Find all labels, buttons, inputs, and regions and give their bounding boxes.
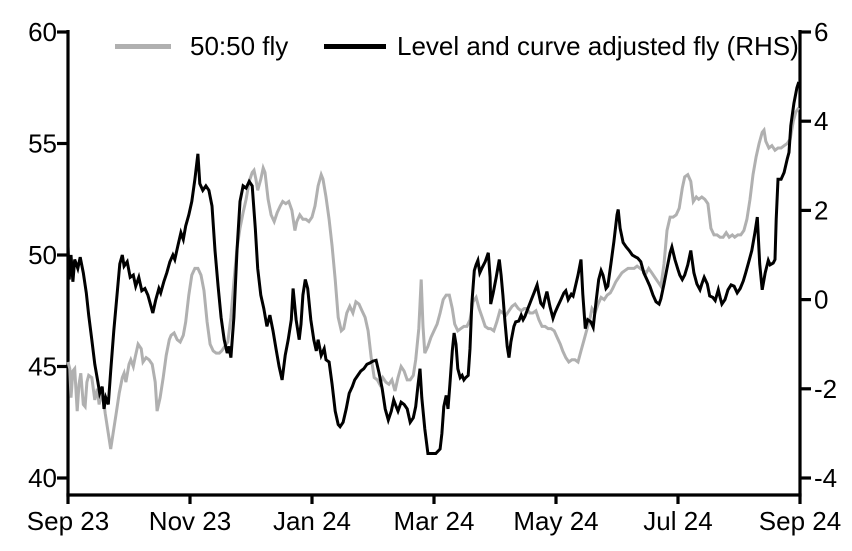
y-left-tick-label: 60 (28, 17, 57, 47)
legend-label-level-curve-fly: Level and curve adjusted fly (RHS) (397, 30, 799, 61)
x-tick-label: Jul 24 (643, 506, 712, 536)
x-tick-label: Mar 24 (394, 506, 475, 536)
series-line-5050-fly (66, 106, 801, 450)
legend-item-5050-fly: 50:50 fly (115, 31, 288, 61)
y-right-tick-label: 4 (814, 106, 828, 136)
y-left-tick-label: 55 (28, 129, 57, 159)
y-right-tick-label: -4 (814, 463, 837, 493)
y-right-tick-label: 6 (814, 17, 828, 47)
legend-label-5050-fly: 50:50 fly (190, 30, 289, 61)
y-left-tick-label: 50 (28, 240, 57, 270)
legend-line-gray-icon (115, 43, 171, 49)
y-right-tick-label: 2 (814, 195, 828, 225)
x-tick-label: Sep 23 (27, 506, 109, 536)
axes (57, 30, 811, 504)
x-tick-label: May 24 (513, 506, 598, 536)
y-left-tick-label: 40 (28, 463, 57, 493)
y-left-tick-label: 45 (28, 352, 57, 382)
axis-tick-labels: 40 45 50 55 60 -4 -2 0 2 4 6 Sep 23 Nov 23 Jan 24 Mar … (27, 17, 841, 536)
x-tick-label: Jan 24 (273, 506, 351, 536)
y-right-tick-label: 0 (814, 285, 828, 315)
series-line-level-curve-fly (66, 81, 801, 455)
legend: 50:50 fly Level and curve adjusted fly (… (0, 0, 852, 64)
x-tick-label: Sep 24 (759, 506, 841, 536)
x-tick-label: Nov 23 (149, 506, 231, 536)
legend-line-black-icon (324, 43, 386, 49)
legend-item-level-curve-fly: Level and curve adjusted fly (RHS) (324, 31, 799, 61)
y-right-tick-label: -2 (814, 374, 837, 404)
